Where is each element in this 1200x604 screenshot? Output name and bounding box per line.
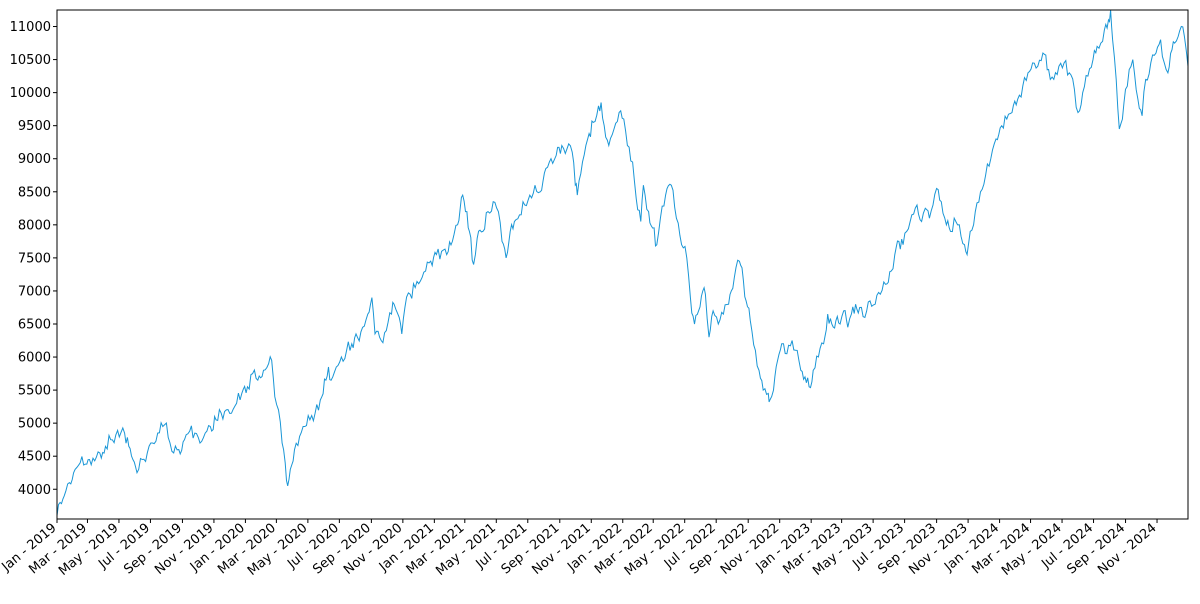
y-tick-label: 8500 <box>18 185 51 200</box>
y-tick-label: 6000 <box>18 351 51 366</box>
y-tick-label: 5500 <box>18 384 51 399</box>
y-tick-label: 6500 <box>18 317 51 332</box>
y-tick-label: 9500 <box>18 119 51 134</box>
axes: 4000 4500 5000 5500 6000 6500 7000 7500 8000 8500… <box>0 9 1189 579</box>
y-tick-label: 8000 <box>18 218 51 233</box>
y-tick-label: 5000 <box>18 417 51 432</box>
y-tick-label: 9000 <box>18 152 51 167</box>
y-tick-label: 4500 <box>18 450 51 465</box>
y-tick-label: 7000 <box>18 284 51 299</box>
y-tick-label: 4000 <box>18 483 51 498</box>
plot-area <box>57 10 1188 516</box>
y-tick-label: 10500 <box>10 53 51 68</box>
plot-frame <box>56 9 1189 520</box>
y-tick-label: 7500 <box>18 251 51 266</box>
y-tick-label: 10000 <box>10 86 51 101</box>
series-line <box>57 10 1188 516</box>
y-tick-label: 11000 <box>10 20 51 35</box>
